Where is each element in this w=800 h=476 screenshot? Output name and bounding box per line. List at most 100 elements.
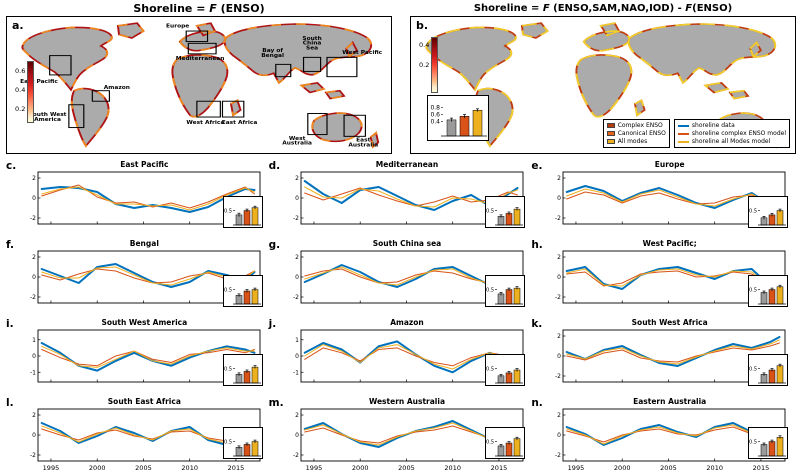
ytick-label: 0 [32, 274, 36, 281]
inset-barchart: 0.5 [485, 427, 526, 463]
panel-letter: c. [6, 160, 17, 172]
chart-panel-c: c. East Pacific 2 0 -2 0.5 [6, 160, 269, 239]
ytick-label: 1 [32, 337, 36, 344]
ytick-label: 2 [558, 254, 562, 261]
inset-barchart: 0.5 [222, 275, 263, 311]
inset-bar-svg: 0.5 [747, 275, 788, 307]
legend-item: shoreline all Modes model [677, 138, 786, 145]
ytick-label: 0.5 [749, 209, 757, 215]
bar [514, 438, 521, 457]
panel-b-colorbar: 0.4 0.2 [419, 37, 439, 93]
region-box [49, 55, 72, 76]
ytick-label: 0.4 [430, 119, 440, 126]
bar [768, 441, 776, 457]
ytick-label: 2 [32, 175, 36, 182]
inset-bar-svg: 0.5 [485, 196, 526, 228]
region-label: South West America [29, 113, 67, 123]
bar [760, 444, 768, 457]
world-map-a: East Pacific Amazon South West America Europ… [6, 16, 392, 154]
legend-label: shoreline all Modes model [691, 138, 771, 145]
bar [768, 214, 776, 226]
series-line [566, 339, 781, 365]
ytick-label: -2 [293, 294, 299, 301]
colorbar-ticks: 0.4 0.2 [419, 41, 430, 69]
ytick-label: 0 [295, 432, 299, 439]
region-box [275, 63, 292, 78]
ytick-label: -2 [555, 294, 561, 301]
chart-panel-f: f. Bengal 2 0 -2 0.5 [6, 239, 269, 318]
ytick-label: 2 [558, 333, 562, 340]
ytick-label: 2 [558, 175, 562, 182]
legend-swatch [606, 123, 615, 128]
panel-title: East Pacific [120, 160, 169, 169]
ytick-label: -2 [555, 215, 561, 222]
ytick-label: -1 [293, 369, 299, 376]
panel-b-legends: Complex ENSO Canonical ENSO All modes shor… [602, 119, 790, 148]
bar [514, 208, 521, 226]
ytick-label: 0.5 [486, 440, 494, 446]
ytick-label: 0.5 [486, 209, 494, 215]
inset-barchart: 0.5 [222, 196, 263, 232]
series-line [566, 188, 781, 212]
panel-title: South China sea [372, 239, 442, 248]
timeseries-plot: 2 0 -2 1995 2000 2005 2010 2015 [555, 408, 786, 472]
bar [459, 116, 470, 137]
xtick-label: 2005 [135, 464, 152, 472]
panel-title: Bengal [129, 239, 159, 248]
ytick-label: 0 [558, 432, 562, 439]
region-boxes: East Pacific Amazon South West America Europ… [20, 24, 382, 148]
inset-bar-svg: 0.5 [222, 275, 263, 307]
bar [514, 369, 521, 384]
legend-item: All modes [606, 138, 666, 145]
xtick-label: 2010 [181, 464, 198, 472]
colorbar-gradient [431, 37, 439, 93]
bar [446, 119, 457, 137]
xtick-label: 2005 [661, 464, 678, 472]
inset-bar-svg: 0.5 [485, 354, 526, 386]
panel-a-colorbar: 0.6 0.4 0.2 [15, 61, 35, 123]
xtick-label: 2000 [89, 464, 106, 472]
series-line [41, 349, 255, 367]
ytick-label: 0.5 [224, 209, 232, 215]
bar-legend: Complex ENSO Canonical ENSO All modes [602, 119, 670, 148]
ytick-label: 0 [295, 274, 299, 281]
bar [251, 366, 258, 384]
xtick-label: 2010 [444, 464, 461, 472]
inset-bar-svg: 0.5 [485, 275, 526, 307]
inset-barchart: 0.5 [747, 354, 788, 390]
line-legend: shoreline data shoreline complex ENSO mod… [673, 119, 790, 148]
bar [776, 436, 784, 457]
xtick-label: 2005 [398, 464, 415, 472]
world-map-b: b. 0.4 0.2 0.8 0.6 0.4 Complex ENSO Canonic… [410, 16, 796, 154]
region-label: East Australia [348, 138, 378, 148]
panel-title: Eastern Australia [633, 397, 707, 406]
bar [776, 286, 784, 305]
panel-title: West Pacific; [642, 239, 697, 248]
panel-a-title: Shoreline = F (ENSO) [133, 2, 265, 15]
xtick-label: 2015 [490, 464, 507, 472]
legend-label: Canonical ENSO [617, 130, 666, 137]
ytick-label: 1 [295, 337, 299, 344]
region-label: West Pacific [342, 50, 382, 55]
region-box [187, 42, 217, 55]
bar [498, 445, 505, 457]
xtick-label: 2000 [352, 464, 369, 472]
ytick-label: 0.5 [749, 440, 757, 446]
panel-title: Europe [654, 160, 685, 169]
region-label: East Africa [222, 120, 258, 125]
inset-barchart: 0.5 [485, 275, 526, 311]
ytick-label: 0 [32, 195, 36, 202]
ytick-label: 2 [32, 412, 36, 419]
inset-bar-svg: 0.5 [222, 427, 263, 459]
ytick-label: -2 [293, 215, 299, 222]
series-line [41, 184, 255, 209]
panel-letter: n. [531, 397, 543, 409]
ytick-label: 0 [295, 195, 299, 202]
bar [251, 207, 258, 226]
ytick-label: -2 [30, 452, 36, 459]
ytick-label: 0.5 [224, 440, 232, 446]
legend-label: Complex ENSO [617, 122, 663, 129]
region-box [307, 113, 328, 136]
inset-barchart: 0.5 [747, 427, 788, 463]
region-label: South China Sea [302, 36, 322, 51]
